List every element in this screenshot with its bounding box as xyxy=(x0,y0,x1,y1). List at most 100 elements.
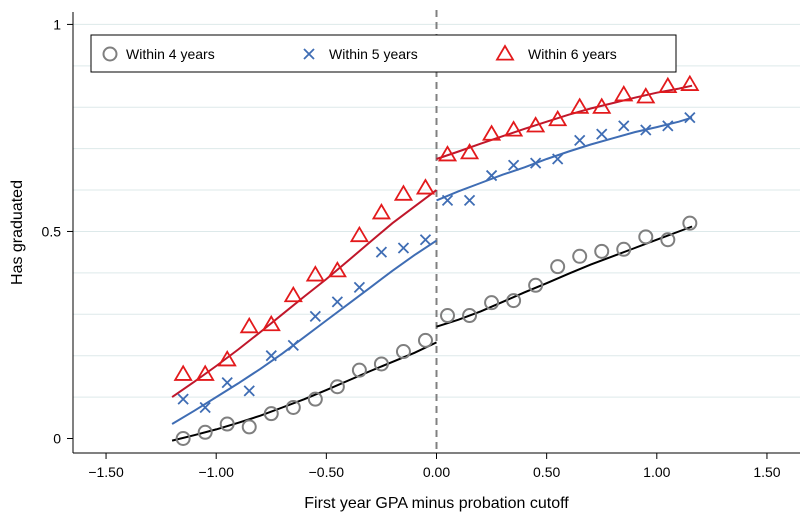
data-point xyxy=(506,293,522,309)
data-markers xyxy=(173,74,700,447)
fit-line xyxy=(436,84,693,160)
data-point xyxy=(263,406,279,422)
axes: −1.50 −1.00 −0.50 0.00 0.50 1.00 1.50 0 0.5 1 xyxy=(42,10,800,480)
data-point xyxy=(175,431,191,447)
data-point xyxy=(614,85,634,102)
data-point xyxy=(177,393,189,405)
data-point xyxy=(351,362,367,378)
legend-label: Within 4 years xyxy=(126,46,215,62)
data-point xyxy=(331,296,344,308)
data-point xyxy=(261,314,281,332)
data-point xyxy=(371,203,391,220)
x-tick-label: 1.00 xyxy=(643,464,670,480)
data-point xyxy=(373,356,389,372)
data-point xyxy=(528,277,544,293)
data-point xyxy=(395,344,411,360)
data-point xyxy=(243,385,255,397)
data-point xyxy=(349,225,369,243)
x-tick-label: −1.50 xyxy=(88,464,124,480)
data-point xyxy=(217,350,237,367)
data-point xyxy=(397,242,410,254)
data-point xyxy=(680,74,700,91)
x-tick-label: 0.00 xyxy=(423,464,450,480)
data-point xyxy=(504,120,524,137)
data-point xyxy=(618,120,630,132)
data-point xyxy=(199,401,211,414)
data-point xyxy=(221,376,233,389)
data-point xyxy=(219,416,235,432)
data-point xyxy=(415,178,436,195)
legend-marker xyxy=(102,46,118,62)
data-point xyxy=(329,379,345,395)
data-point xyxy=(548,109,568,127)
data-point xyxy=(417,332,433,348)
data-point xyxy=(437,145,458,162)
data-point xyxy=(462,308,478,324)
data-point xyxy=(441,194,454,207)
legend-marker xyxy=(495,44,515,61)
data-point xyxy=(596,128,608,140)
data-point xyxy=(572,248,588,264)
fit-line xyxy=(436,225,693,328)
data-point xyxy=(307,391,323,407)
data-point xyxy=(393,184,414,201)
x-tick-label: 1.50 xyxy=(753,464,780,480)
data-point xyxy=(482,124,502,141)
legend-label: Within 5 years xyxy=(329,46,418,62)
legend-box xyxy=(90,34,677,73)
legend: Within 4 years Within 5 years Within 6 yea… xyxy=(90,34,677,73)
data-point xyxy=(197,424,213,440)
x-axis-title: First year GPA minus probation cutoff xyxy=(304,495,569,512)
data-point xyxy=(305,265,325,282)
fit-line xyxy=(171,239,438,425)
data-point xyxy=(459,143,480,160)
data-point xyxy=(638,229,654,245)
y-axis-title: Has graduated xyxy=(9,180,26,285)
data-point xyxy=(592,97,612,114)
data-point xyxy=(239,316,259,334)
y-tick-label: 0 xyxy=(53,431,61,447)
data-point xyxy=(419,234,432,246)
data-point xyxy=(285,399,301,415)
data-point xyxy=(550,259,566,275)
data-point xyxy=(484,295,500,311)
data-point xyxy=(507,159,520,171)
data-point xyxy=(616,241,632,257)
data-point xyxy=(529,157,542,169)
data-point xyxy=(636,87,656,104)
data-point xyxy=(375,246,388,258)
legend-label: Within 6 years xyxy=(528,46,617,62)
y-tick-label: 0.5 xyxy=(42,223,62,239)
fit-line xyxy=(436,116,693,202)
data-point xyxy=(485,169,498,182)
legend-marker xyxy=(303,48,315,60)
data-point xyxy=(287,339,299,351)
data-point xyxy=(640,124,652,136)
x-tick-label: −0.50 xyxy=(309,464,345,480)
fit-line xyxy=(171,341,437,442)
data-point xyxy=(594,243,610,259)
fit-lines xyxy=(171,84,693,442)
data-point xyxy=(662,120,674,132)
data-point xyxy=(173,364,193,381)
data-point xyxy=(660,232,676,248)
data-point xyxy=(682,215,698,231)
fit-line xyxy=(171,189,438,398)
x-tick-label: −1.00 xyxy=(198,464,234,480)
y-tick-label: 1 xyxy=(53,16,61,32)
data-point xyxy=(552,153,564,165)
data-point xyxy=(327,261,347,278)
data-point xyxy=(241,419,257,435)
data-point xyxy=(658,76,678,94)
data-point xyxy=(463,194,476,207)
data-point xyxy=(265,350,277,362)
data-point xyxy=(440,308,456,324)
data-point xyxy=(283,285,303,303)
data-point xyxy=(195,364,215,381)
data-point xyxy=(570,97,590,114)
data-point xyxy=(574,134,586,147)
x-tick-label: 0.50 xyxy=(533,464,560,480)
data-point xyxy=(309,310,321,322)
